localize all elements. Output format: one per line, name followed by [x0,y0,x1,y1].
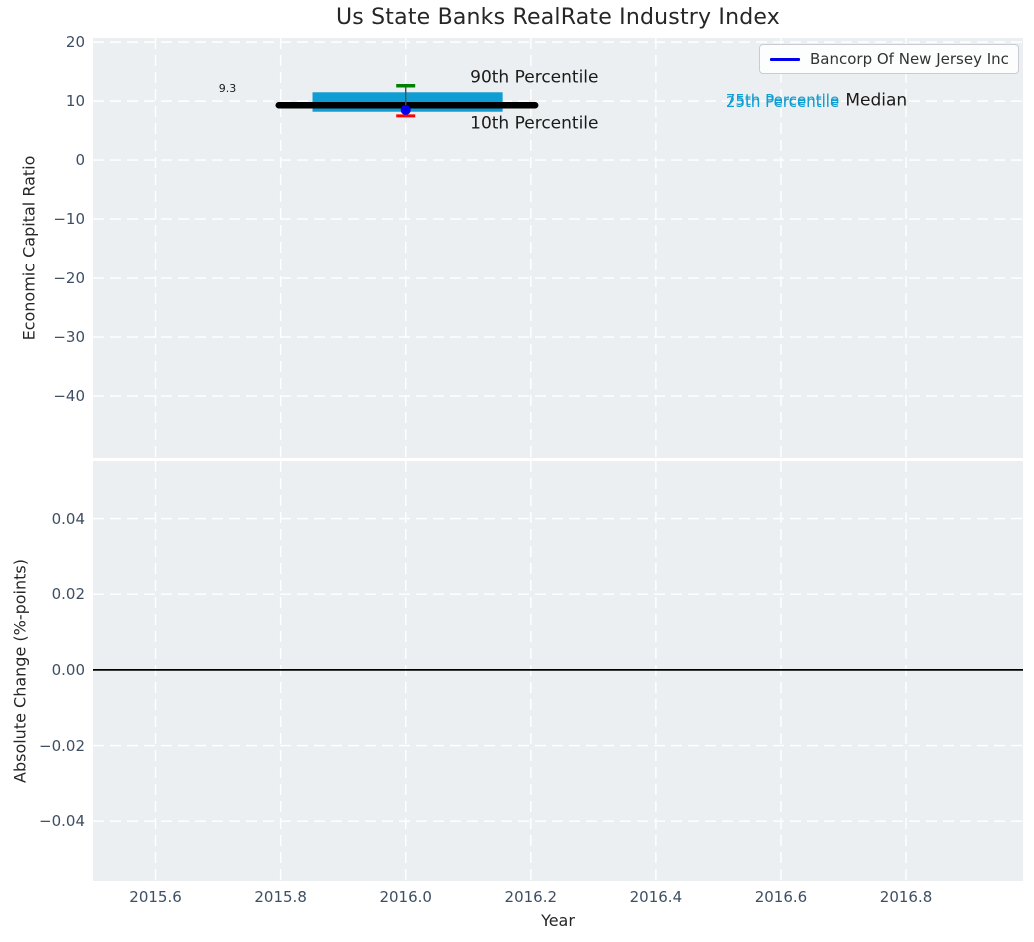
y-tick-label: −30 [53,328,85,347]
x-tick-label: 2016.8 [879,888,933,906]
y-tick-label: 0.02 [51,585,85,604]
y-tick-label: −20 [53,269,85,288]
company-point [400,104,411,115]
y-tick-label: −40 [53,387,85,406]
legend: Bancorp Of New Jersey Inc [759,44,1019,74]
x-axis-label: Year [541,911,575,930]
top-y-axis-label: Economic Capital Ratio [19,155,39,341]
annotation-median-value: 9.3 [218,82,237,96]
legend-label: Bancorp Of New Jersey Inc [810,50,1009,68]
plot-canvas [93,461,1023,881]
annotation-p75-label: 75th Percentile [725,90,840,109]
y-tick-label: 20 [65,33,85,52]
y-tick-label: −0.04 [39,812,85,831]
x-tick-label: 2015.8 [254,888,307,906]
y-tick-label: −0.02 [39,736,85,755]
y-tick-label: 0.00 [51,660,85,679]
x-tick-label: 2015.6 [129,888,182,906]
annotation-median-label: Median [845,91,908,112]
y-tick-label: −10 [53,210,85,229]
x-tick-label: 2016.4 [629,888,683,906]
annotation-p25-label: 25th Percentile [725,92,840,111]
x-tick-label: 2016.0 [379,888,432,906]
top-axes-plot-area [93,38,1023,458]
annotation-p90-label: 90th Percentile [470,67,599,88]
plot-canvas [93,38,1023,458]
bottom-axes-plot-area [93,461,1023,881]
x-tick-label: 2016.6 [754,888,808,906]
y-tick-label: 0.04 [51,509,85,528]
chart-title: Us State Banks RealRate Industry Index [335,5,780,30]
y-tick-label: 0 [75,151,85,170]
legend-line-sample-icon [770,57,800,61]
y-tick-label: 10 [65,92,85,111]
annotation-p10-label: 10th Percentile [470,113,599,134]
x-tick-label: 2016.2 [504,888,558,906]
